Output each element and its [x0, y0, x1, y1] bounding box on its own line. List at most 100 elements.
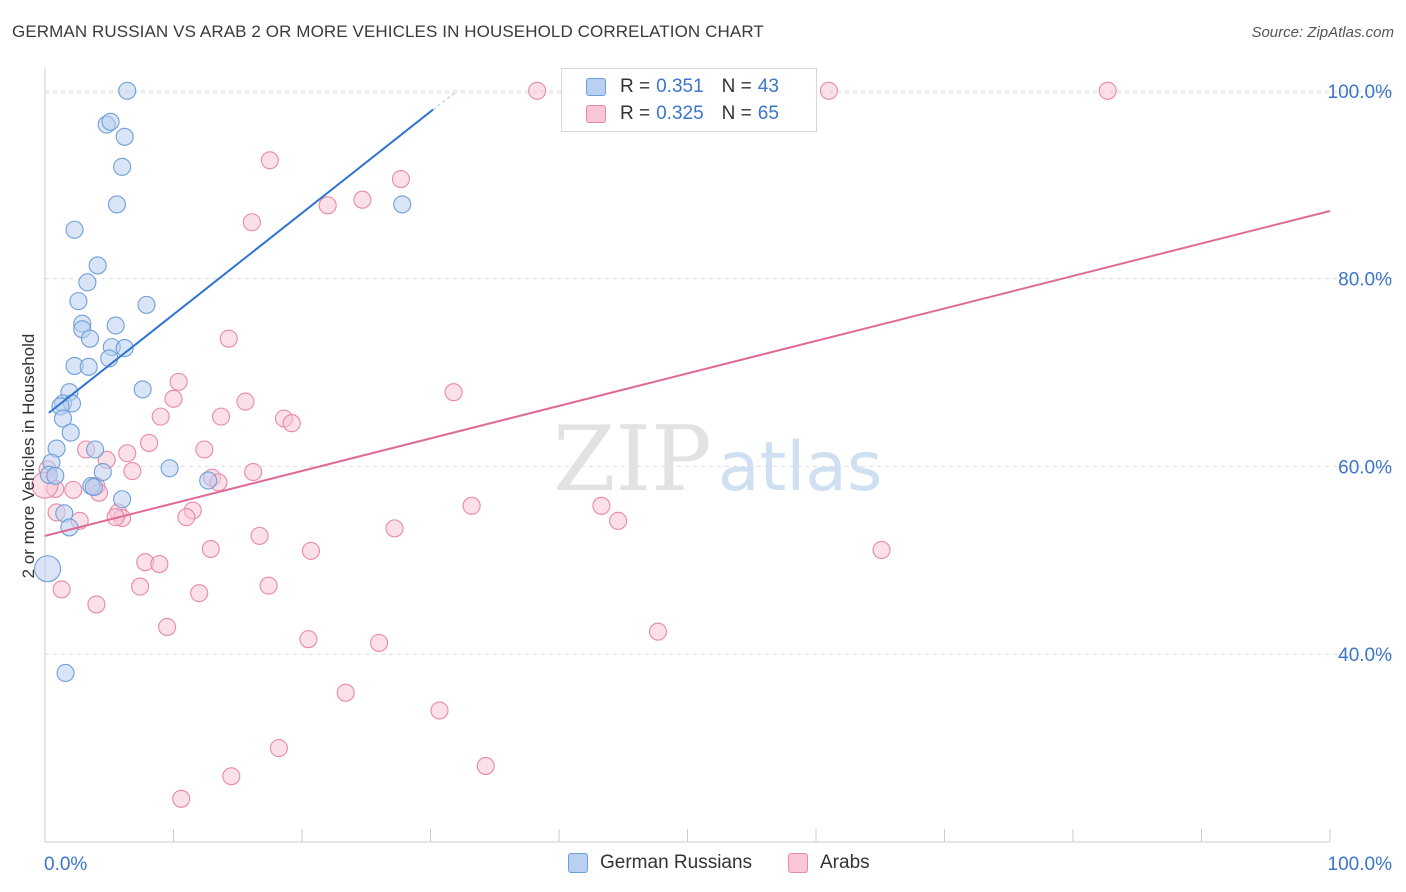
german-russians-point: [93, 462, 112, 482]
stats-legend: R = 0.351 N = 43 R = 0.325 N = 65: [561, 68, 817, 132]
legend-r-label: R =: [620, 103, 651, 124]
arabs-point: [52, 580, 71, 599]
german-russians-point: [118, 81, 137, 100]
arabs-point: [87, 595, 106, 614]
german-russians-trend-line: [48, 108, 434, 414]
german-russians-point: [113, 490, 132, 509]
arabs-point: [123, 462, 142, 481]
arabs-point: [391, 169, 410, 189]
arabs-point: [301, 541, 321, 560]
legend-n-label: N =: [721, 76, 752, 97]
german-russians-point: [115, 339, 134, 358]
german-russians-point: [69, 292, 88, 311]
arabs-point: [260, 151, 279, 170]
arabs-point: [242, 213, 261, 232]
german-russians-point: [79, 357, 98, 376]
arabs-point: [250, 526, 269, 545]
german-russians-point: [199, 471, 218, 490]
arabs-point: [269, 739, 288, 758]
legend-row-german-russians: R = 0.351 N = 43: [586, 74, 779, 100]
grid-lines: [45, 90, 1392, 655]
arabs-point: [318, 196, 337, 215]
arabs-point: [164, 389, 183, 408]
arabs-point: [462, 496, 481, 515]
legend-r-label: R =: [620, 76, 651, 97]
y-axis-label: 2 or more Vehicles in Household: [19, 334, 38, 579]
legend-n-value: 43: [757, 76, 779, 97]
german-russians-point: [133, 380, 152, 399]
arabs-point: [195, 440, 214, 459]
arabs-point: [353, 190, 372, 209]
german-russians-point: [61, 423, 80, 442]
arabs-point: [336, 683, 355, 702]
arabs-point: [169, 372, 188, 391]
arabs-point: [236, 392, 255, 411]
german-russians-point: [86, 440, 105, 459]
arabs-point: [150, 554, 169, 574]
bottom-legend-label: Arabs: [820, 852, 870, 873]
legend-swatch-pink: [586, 105, 606, 123]
arabs-point: [430, 701, 449, 720]
arabs-point: [158, 617, 177, 637]
arabs-point: [64, 480, 83, 499]
arabs-point: [211, 407, 231, 426]
arabs-point: [118, 444, 137, 463]
german-russians-point: [113, 157, 132, 176]
arabs-point: [819, 81, 838, 100]
watermark-zip: ZIP: [553, 407, 712, 512]
watermark-atlas: atlas: [718, 428, 882, 507]
arabs-points: [31, 81, 1117, 808]
axes: [44, 68, 1331, 843]
trend-lines: [44, 90, 1331, 537]
legend-n-value: 65: [757, 103, 779, 124]
arabs-point: [244, 462, 263, 482]
arabs-point: [190, 584, 209, 603]
german-russians-point: [53, 409, 73, 428]
y-tick-label: 80.0%: [1338, 270, 1392, 291]
legend-row-arabs: R = 0.325 N = 65: [586, 101, 779, 127]
legend-swatch-blue: [586, 78, 606, 96]
arabs-point: [201, 539, 220, 559]
arabs-point: [385, 519, 404, 538]
bottom-legend-swatch-pink: [788, 853, 808, 873]
chart-title: GERMAN RUSSIAN VS ARAB 2 OR MORE VEHICLE…: [12, 22, 764, 41]
arabs-point: [140, 433, 159, 452]
arabs-point: [609, 511, 628, 530]
legend-r-value: 0.351: [656, 76, 704, 97]
arabs-point: [444, 383, 463, 402]
arabs-point: [172, 789, 191, 808]
arabs-point: [282, 414, 301, 433]
arabs-point: [370, 633, 389, 652]
german-russians-point: [137, 295, 156, 314]
legend-r-value: 0.325: [656, 103, 704, 124]
y-tick-label: 100.0%: [1328, 82, 1393, 103]
y-tick-label: 60.0%: [1338, 457, 1392, 478]
arabs-point: [177, 508, 196, 527]
arabs-point: [648, 622, 667, 641]
arabs-point: [592, 496, 611, 515]
german-russians-point: [46, 466, 65, 485]
x-tick-label: 0.0%: [44, 854, 87, 875]
source-credit: Source: ZipAtlas.com: [1251, 24, 1394, 41]
arabs-trend-line: [44, 210, 1331, 537]
arabs-point: [259, 576, 278, 595]
arabs-point: [476, 756, 495, 775]
arabs-point: [299, 630, 318, 649]
legend-n-label: N =: [721, 103, 752, 124]
arabs-point: [528, 81, 547, 100]
german-russians-point: [84, 477, 103, 497]
arabs-point: [151, 407, 170, 426]
watermark: ZIP atlas: [553, 407, 882, 512]
german-russians-point: [34, 555, 62, 583]
y-tick-label: 40.0%: [1338, 645, 1392, 666]
arabs-point: [131, 577, 150, 596]
arabs-point: [219, 329, 238, 348]
german-russians-point: [393, 195, 412, 214]
german-russians-point: [56, 663, 75, 683]
bottom-legend-german-russians: German Russians: [568, 852, 752, 874]
german-russians-point: [160, 459, 179, 478]
german-russians-point: [101, 112, 120, 131]
arabs-point: [872, 540, 891, 560]
german-russians-point: [80, 329, 100, 348]
